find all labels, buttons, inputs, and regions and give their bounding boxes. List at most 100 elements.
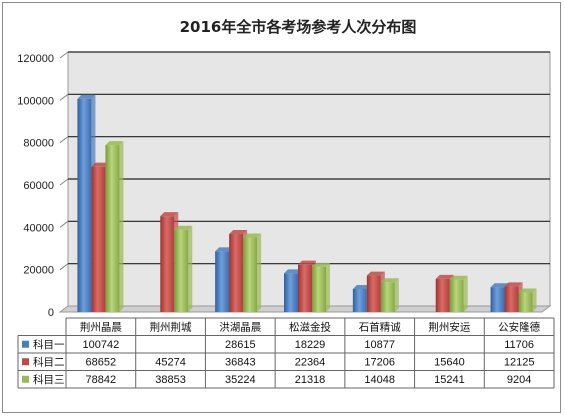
bar-side (394, 278, 399, 312)
bar-top (504, 282, 523, 287)
data-label: 38853 (155, 374, 186, 386)
bars (77, 94, 537, 313)
bar-front (449, 279, 464, 312)
bar-front (380, 282, 395, 312)
bar-front (91, 166, 106, 312)
bar-top (77, 94, 96, 99)
bar-top (518, 288, 537, 293)
data-label: 36843 (225, 357, 256, 369)
category-label: 公安隆德 (498, 321, 540, 334)
bar-front (105, 145, 120, 312)
category-label: 荆州安运 (428, 321, 470, 334)
bar (174, 225, 193, 312)
bar-front (352, 288, 367, 312)
bar-top (105, 141, 124, 146)
gridline-side (59, 263, 69, 271)
y-axis-ticks: 0 20000 40000 60000 80000 100000 120000 (17, 53, 54, 319)
data-label: 28615 (225, 339, 256, 351)
bar (449, 275, 468, 312)
bar-front (284, 273, 298, 312)
gridline-side (59, 220, 69, 228)
bar-top (352, 284, 371, 289)
bar-top (243, 233, 262, 238)
data-label: 45274 (155, 357, 186, 369)
chart-title: 2016年全市各考场参考人次分布图 (180, 18, 417, 36)
bar-side (532, 288, 537, 312)
data-label: 22364 (295, 357, 326, 369)
data-label: 18229 (295, 339, 326, 351)
bar-front (215, 251, 230, 312)
legend-label: 科目二 (33, 356, 65, 369)
bar-top (435, 274, 454, 279)
bar-top (490, 283, 509, 288)
bar-top (91, 162, 110, 167)
category-label: 洪湖晶晨 (219, 322, 261, 334)
bar-front (298, 264, 312, 312)
bar-side (257, 233, 262, 312)
bar-front (77, 98, 92, 313)
bar-top (366, 271, 385, 276)
bar-front (312, 266, 326, 312)
data-label: 15640 (434, 357, 465, 369)
data-label: 100742 (82, 339, 119, 351)
bar-top (215, 247, 234, 252)
y-tick-label: 80000 (23, 138, 54, 150)
bar-front (174, 229, 189, 312)
data-label: 12125 (504, 357, 535, 369)
bar-front (229, 234, 244, 312)
bar-front (435, 278, 450, 312)
bar-front (366, 275, 381, 312)
legend-label: 科目一 (33, 338, 65, 351)
bar-top (449, 275, 468, 280)
bar-top (312, 262, 330, 267)
legend-swatch (22, 358, 29, 366)
bar-front (518, 292, 533, 312)
legend-swatch (22, 340, 29, 348)
bar-top (160, 212, 179, 217)
y-tick-label: 60000 (23, 180, 54, 192)
y-tick-label: 40000 (23, 222, 54, 234)
gridline-side (59, 93, 69, 101)
data-label: 9204 (507, 374, 531, 386)
bar (243, 233, 262, 312)
y-tick-label: 120000 (17, 53, 54, 65)
data-label: 15241 (434, 374, 465, 386)
bar-side (326, 262, 330, 312)
bar (380, 278, 399, 312)
legend-swatch (22, 375, 29, 383)
y-tick-label: 100000 (17, 95, 54, 107)
category-label: 荆州晶晨 (80, 321, 122, 334)
y-tick-label: 0 (48, 307, 54, 319)
bar-top (298, 260, 316, 265)
gridline-side (59, 136, 69, 144)
bar-side (463, 275, 468, 312)
bar (518, 288, 537, 312)
data-label: 21318 (295, 374, 326, 386)
bar-side (188, 225, 193, 312)
data-label: 14048 (364, 374, 395, 386)
category-label: 石首精诚 (359, 321, 401, 334)
bar-front (160, 216, 175, 312)
bar-front (490, 287, 505, 312)
bar-front (504, 286, 519, 312)
bar-top (229, 230, 248, 235)
data-label: 10877 (364, 339, 395, 351)
bar (105, 141, 124, 312)
gridline-side (59, 51, 69, 59)
gridline-side (59, 178, 69, 186)
data-label: 68652 (86, 357, 117, 369)
category-label: 松滋金投 (289, 321, 331, 334)
bar-top (284, 269, 302, 274)
data-label: 11706 (504, 339, 534, 351)
bar (312, 262, 330, 312)
y-tick-label: 20000 (23, 265, 54, 277)
bar-front (243, 237, 258, 312)
data-label: 17206 (364, 357, 395, 369)
bar-side (119, 141, 124, 312)
data-label: 35224 (225, 374, 256, 386)
bar-top (380, 278, 399, 283)
legend-label: 科目三 (33, 373, 65, 386)
category-label: 荆州荆城 (150, 321, 192, 334)
